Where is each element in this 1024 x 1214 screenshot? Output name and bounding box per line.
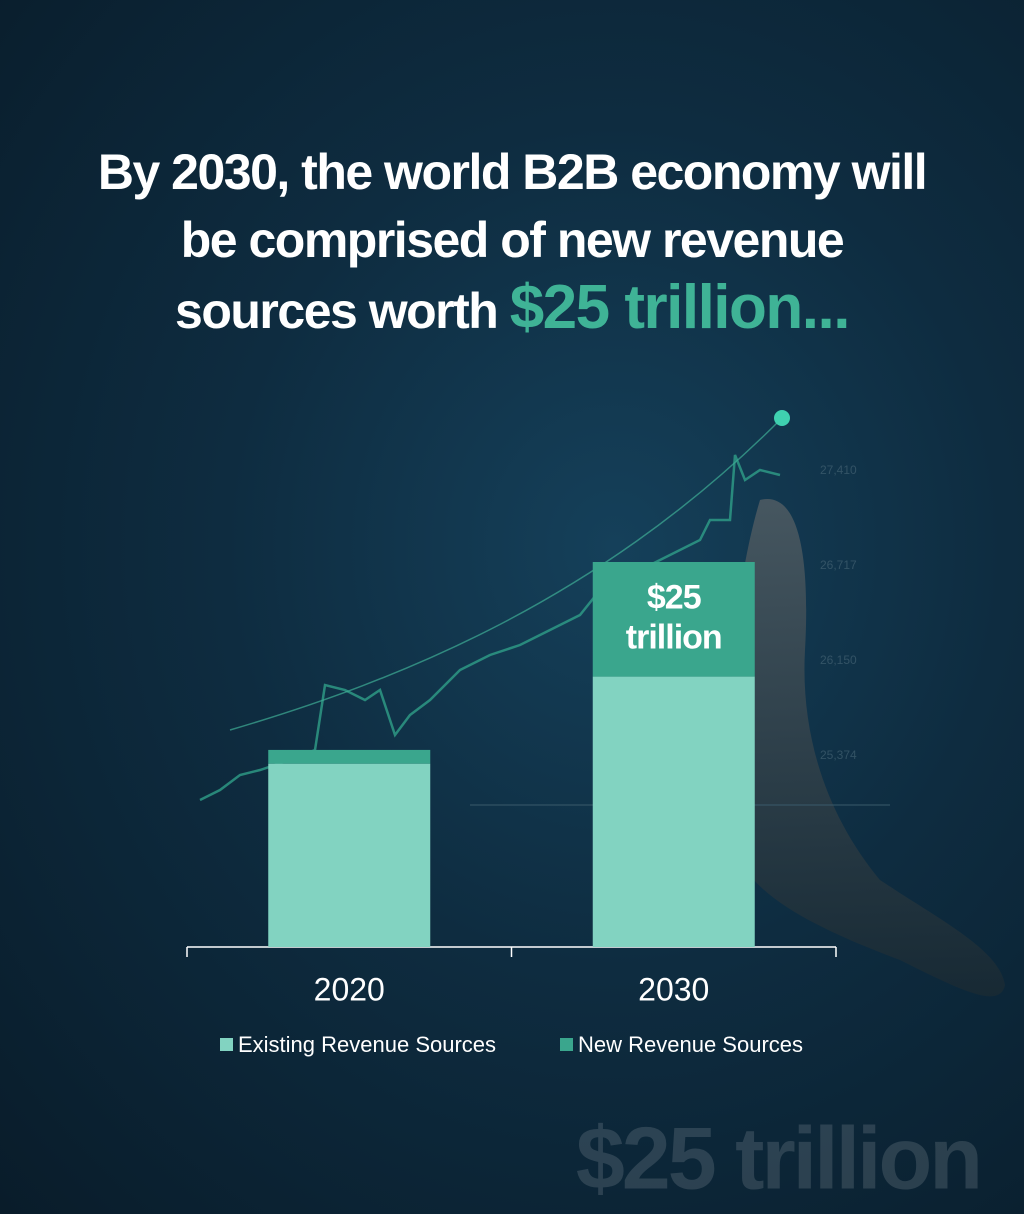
background-tick: 27,410: [820, 463, 857, 477]
background-curve: [229, 419, 781, 731]
title-block: By 2030, the world B2B economy will be c…: [92, 138, 932, 345]
background-dot: [774, 410, 790, 426]
background-tick: 25,374: [820, 748, 857, 762]
bar-segment: [592, 676, 755, 947]
legend-label: Existing Revenue Sources: [238, 1032, 496, 1057]
title-highlight: $25 trillion...: [509, 273, 851, 342]
background-tick: 26,717: [820, 558, 857, 572]
legend-swatch: [560, 1038, 573, 1051]
bar-segment: [268, 763, 431, 947]
watermark: $25 trillion: [576, 1108, 980, 1207]
legend-swatch: [220, 1038, 233, 1051]
x-tick-label: 2020: [314, 971, 385, 1007]
x-tick-label: 2030: [638, 971, 709, 1007]
legend-label: New Revenue Sources: [578, 1032, 803, 1057]
background-tick: 26,150: [820, 653, 857, 667]
bar-segment: [592, 562, 755, 677]
chart-title: By 2030, the world B2B economy will be c…: [97, 144, 928, 339]
data-label: $25 trillion: [626, 578, 722, 656]
hand-shape: [729, 499, 1005, 997]
bar-segment: [268, 749, 431, 764]
